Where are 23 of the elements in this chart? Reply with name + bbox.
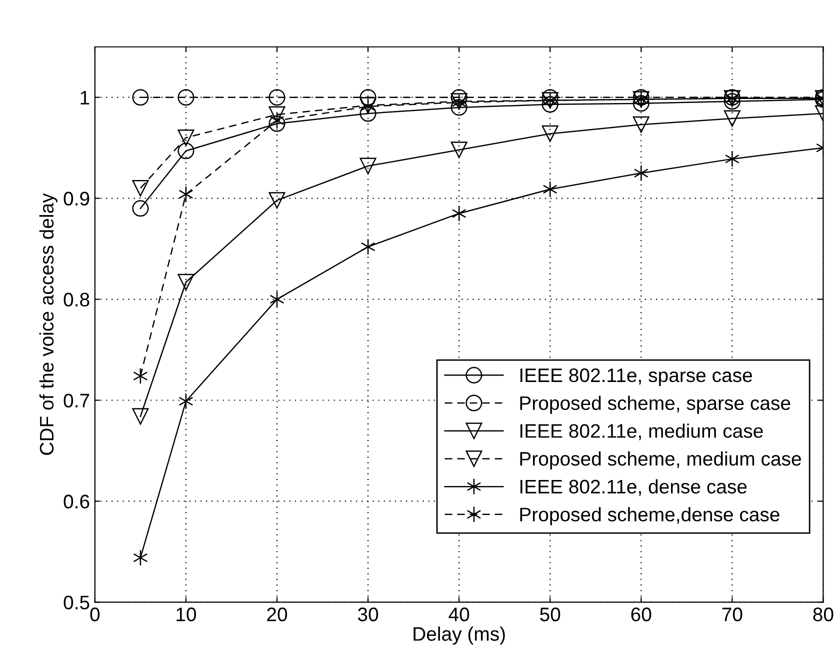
y-tick-label: 0.7 (64, 394, 90, 408)
x-tick-label: 80 (813, 608, 834, 622)
y-tick-label: 1 (80, 91, 90, 104)
legend-label: Proposed scheme, medium case (520, 451, 801, 470)
legend-label: Proposed scheme,dense case (520, 507, 780, 526)
x-tick-label: 60 (631, 608, 652, 622)
x-tick-label: 70 (722, 608, 742, 622)
legend-label: Proposed scheme, sparse case (520, 396, 790, 414)
y-tick-label: 0.6 (64, 494, 90, 508)
y-tick-label: 0.9 (64, 192, 90, 206)
y-axis-title: CDF of the voice access delay (39, 193, 58, 455)
x-tick-label: 40 (448, 608, 470, 622)
legend-label: IEEE 802.11e, dense case (520, 479, 747, 496)
legend-label: IEEE 802.11e, sparse case (520, 368, 752, 386)
legend-label: IEEE 802.11e, medium case (520, 424, 763, 440)
x-axis-title: Delay (ms) (414, 626, 505, 645)
y-tick-label: 0.8 (64, 292, 90, 307)
x-tick-label: 50 (540, 608, 560, 622)
x-tick-label: 0 (90, 608, 100, 622)
x-tick-label: 20 (267, 608, 288, 622)
x-tick-label: 10 (176, 608, 196, 622)
y-tick-label: 0.5 (64, 596, 90, 610)
x-tick-label: 30 (358, 608, 378, 622)
